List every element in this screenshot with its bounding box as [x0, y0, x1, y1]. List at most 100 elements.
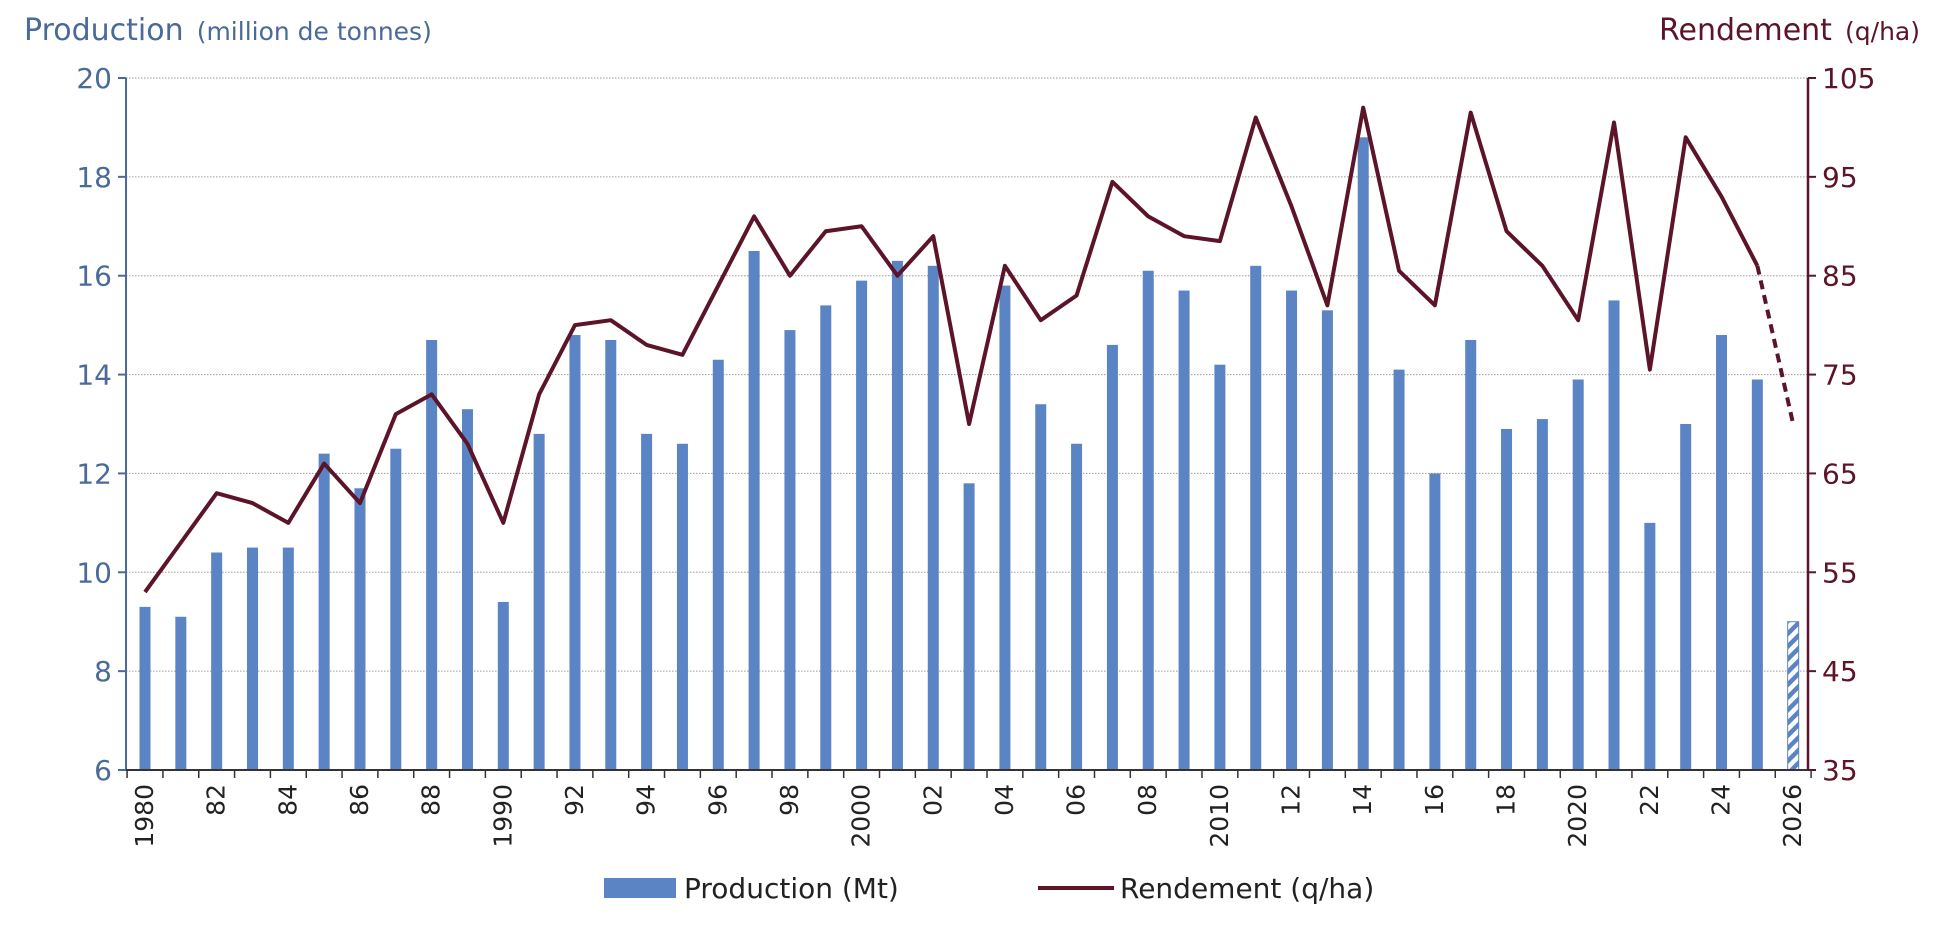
bar-1985: [318, 453, 330, 770]
x-tick-label-2002: 02: [918, 784, 947, 816]
bar-1988: [426, 339, 438, 770]
bar-1996: [712, 359, 724, 770]
right-axis-title-main: Rendement: [1659, 13, 1832, 48]
bar-1989: [461, 409, 473, 770]
bar-1997: [748, 251, 760, 770]
x-tick-label-2026: 2026: [1778, 784, 1807, 848]
x-tick-label-1982: 82: [202, 784, 231, 816]
bar-2010: [1214, 364, 1226, 770]
bar-2011: [1250, 265, 1262, 770]
left-axis-ticks: 6 8 10 12 14 16 18 20: [76, 62, 126, 787]
x-tick-label-1998: 98: [775, 784, 804, 816]
left-tick-label-20: 20: [76, 62, 112, 95]
bar-1981: [175, 616, 187, 770]
x-tick-label-2020: 2020: [1563, 784, 1592, 848]
bar-2022: [1644, 522, 1656, 770]
axes: [125, 78, 1810, 771]
x-tick-label-2016: 16: [1420, 784, 1449, 816]
x-tick-label-2004: 04: [990, 784, 1019, 816]
right-tick-label-105: 105: [1822, 62, 1875, 95]
x-axis-ticks: 1980 82 84 86 88 1990 92 94 96 98 2000 02 04 06 08 2010…: [126, 770, 1812, 848]
bar-2021: [1608, 300, 1620, 770]
legend-rendement-label: Rendement (q/ha): [1120, 872, 1374, 905]
left-tick-label-8: 8: [94, 655, 112, 688]
bar-1983: [246, 547, 258, 770]
x-tick-label-2024: 24: [1707, 784, 1736, 816]
legend: Production (Mt) Rendement (q/ha): [604, 872, 1374, 905]
bar-2016: [1429, 473, 1441, 770]
right-tick-label-55: 55: [1822, 556, 1858, 589]
x-tick-label-1984: 84: [273, 784, 302, 816]
right-axis-ticks: 35 45 55 65 75 85 95 105: [1808, 62, 1875, 787]
right-axis-title-unit: (q/ha): [1845, 17, 1920, 46]
left-axis-title-unit: (million de tonnes): [197, 17, 432, 46]
bar-2002: [927, 265, 939, 770]
left-tick-label-18: 18: [76, 161, 112, 194]
bar-2007: [1106, 344, 1118, 770]
x-tick-label-2010: 2010: [1205, 784, 1234, 848]
gridlines: [126, 77, 1808, 672]
bar-1990: [497, 601, 509, 770]
bar-2012: [1286, 290, 1298, 770]
bar-1995: [676, 443, 688, 770]
x-tick-label-1986: 86: [345, 784, 374, 816]
legend-production-swatch: [604, 878, 676, 898]
bar-2020: [1572, 379, 1584, 770]
bar-1980: [139, 606, 151, 770]
bar-2005: [1035, 404, 1047, 770]
bar-2019: [1536, 419, 1548, 770]
bar-2009: [1178, 290, 1190, 770]
bar-2013: [1321, 310, 1333, 770]
left-axis-title: Production (million de tonnes): [24, 13, 432, 48]
left-tick-label-6: 6: [94, 754, 112, 787]
bar-1993: [605, 339, 617, 770]
bar-2026: [1787, 621, 1800, 771]
x-tick-label-1988: 88: [417, 784, 446, 816]
bar-2018: [1501, 428, 1513, 770]
left-tick-label-10: 10: [76, 556, 112, 589]
bar-2003: [963, 483, 975, 770]
bar-1991: [533, 433, 545, 770]
x-tick-label-2018: 18: [1492, 784, 1521, 816]
bar-2001: [891, 260, 903, 770]
rendement-line: [143, 105, 1796, 594]
right-tick-label-35: 35: [1822, 754, 1858, 787]
x-tick-label-1990: 1990: [488, 784, 517, 848]
x-tick-label-2006: 06: [1062, 784, 1091, 816]
right-tick-label-75: 75: [1822, 359, 1858, 392]
legend-production-label: Production (Mt): [684, 872, 899, 905]
left-tick-label-16: 16: [76, 260, 112, 293]
bar-1987: [390, 448, 402, 770]
bar-2006: [1071, 443, 1083, 770]
left-axis-title-main: Production: [24, 13, 184, 48]
left-tick-label-12: 12: [76, 457, 112, 490]
x-tick-label-2014: 14: [1348, 784, 1377, 816]
right-tick-label-45: 45: [1822, 655, 1858, 688]
right-tick-label-95: 95: [1822, 161, 1858, 194]
bar-2023: [1680, 424, 1692, 770]
x-tick-label-2000: 2000: [847, 784, 876, 848]
left-tick-label-14: 14: [76, 359, 112, 392]
x-tick-label-2012: 12: [1277, 784, 1306, 816]
bar-1998: [784, 330, 796, 770]
bar-1994: [641, 433, 653, 770]
x-tick-label-1996: 96: [703, 784, 732, 816]
x-tick-label-1980: 1980: [130, 784, 159, 848]
bar-1992: [569, 335, 581, 770]
right-tick-label-65: 65: [1822, 457, 1858, 490]
x-tick-label-2022: 22: [1635, 784, 1664, 816]
bar-2000: [856, 280, 868, 770]
bar-1984: [282, 547, 294, 770]
bar-2015: [1393, 369, 1405, 770]
production-bars: [139, 137, 1800, 771]
x-tick-label-1994: 94: [632, 784, 661, 816]
rendement-line-actual: [143, 105, 1760, 594]
bar-2004: [999, 285, 1011, 770]
bar-2025: [1751, 379, 1763, 770]
bar-2014: [1357, 137, 1369, 771]
bar-1986: [354, 488, 366, 770]
bar-2008: [1142, 270, 1154, 770]
x-tick-label-1992: 92: [560, 784, 589, 816]
bar-2024: [1716, 335, 1728, 770]
